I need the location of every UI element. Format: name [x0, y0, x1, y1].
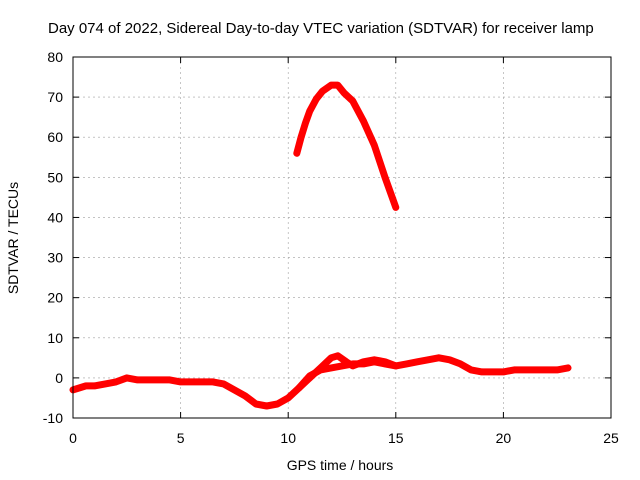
y-tick-label: 50 [47, 169, 63, 185]
chart-title: Day 074 of 2022, Sidereal Day-to-day VTE… [48, 20, 594, 37]
y-tick-label: 30 [47, 250, 63, 266]
x-axis-label: GPS time / hours [287, 457, 394, 473]
y-tick-label: 10 [47, 330, 63, 346]
y-tick-label: 60 [47, 129, 63, 145]
y-tick-label: 20 [47, 290, 63, 306]
y-tick-label: 70 [47, 89, 63, 105]
x-tick-label: 0 [69, 430, 77, 446]
data-series [69, 81, 572, 410]
x-tick-label: 5 [177, 430, 185, 446]
x-tick-label: 15 [388, 430, 404, 446]
y-tick-label: 40 [47, 209, 63, 225]
y-tick-labels: -10 0 10 20 30 40 50 60 70 80 [43, 49, 63, 426]
x-tick-labels: 0 5 10 15 20 25 [69, 430, 619, 446]
series-upper-arc [293, 81, 400, 211]
series-bump-trace [295, 352, 400, 392]
grid-lines [73, 57, 611, 418]
y-axis-label: SDTVAR / TECUs [5, 182, 21, 294]
x-tick-label: 25 [603, 430, 619, 446]
x-tick-label: 10 [280, 430, 296, 446]
x-tick-label: 20 [496, 430, 512, 446]
y-tick-label: -10 [43, 410, 63, 426]
y-tick-label: 80 [47, 49, 63, 65]
plot-frame [72, 56, 612, 419]
y-tick-label: 0 [55, 370, 63, 386]
axis-ticks [72, 56, 612, 419]
